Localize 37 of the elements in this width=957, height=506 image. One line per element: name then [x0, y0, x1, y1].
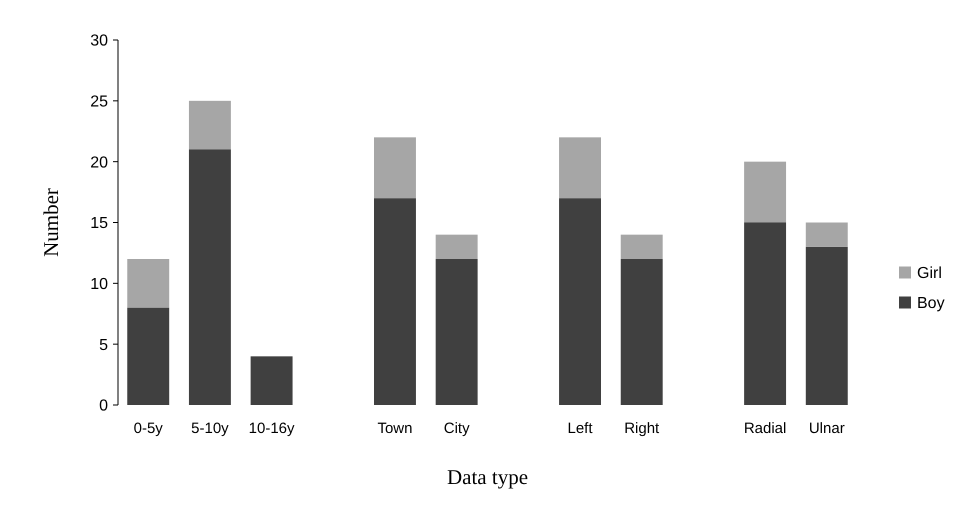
x-tick-label: Left [568, 420, 594, 437]
x-tick-label: Ulnar [808, 420, 845, 437]
bar [744, 222, 786, 405]
y-tick-label: 15 [90, 215, 108, 232]
bar [436, 259, 478, 405]
y-tick-label: 30 [90, 32, 108, 50]
bar [250, 356, 293, 405]
bar [374, 137, 416, 198]
bar [559, 137, 602, 198]
bar [744, 162, 786, 222]
y-tick-label: 10 [90, 276, 108, 293]
bar [806, 246, 848, 405]
x-tick-label: Town [377, 420, 412, 437]
x-tick-label: City [444, 420, 470, 437]
x-tick-label: 0-5y [134, 420, 164, 437]
x-axis-title: Data type [446, 465, 528, 489]
legend-label: Girl [917, 265, 942, 282]
bar [620, 259, 663, 405]
bar [620, 234, 663, 259]
x-tick-label: 10-16y [248, 420, 296, 437]
x-tick-label: Radial [744, 420, 786, 437]
x-tick-label: 5-10y [191, 420, 230, 437]
bar [188, 100, 231, 150]
bar [806, 222, 848, 247]
y-tick-label: 0 [99, 398, 108, 415]
y-axis-title: Number [39, 188, 63, 257]
bar [127, 259, 170, 308]
bar [559, 198, 602, 405]
bar [374, 198, 416, 405]
legend-label: Boy [917, 295, 945, 312]
bar [188, 150, 231, 405]
x-tick-label: Right [624, 420, 660, 437]
y-tick-label: 20 [90, 154, 108, 172]
bar [127, 308, 170, 405]
y-tick-label: 5 [99, 336, 108, 354]
y-tick-label: 25 [90, 93, 108, 110]
bar [436, 234, 478, 259]
